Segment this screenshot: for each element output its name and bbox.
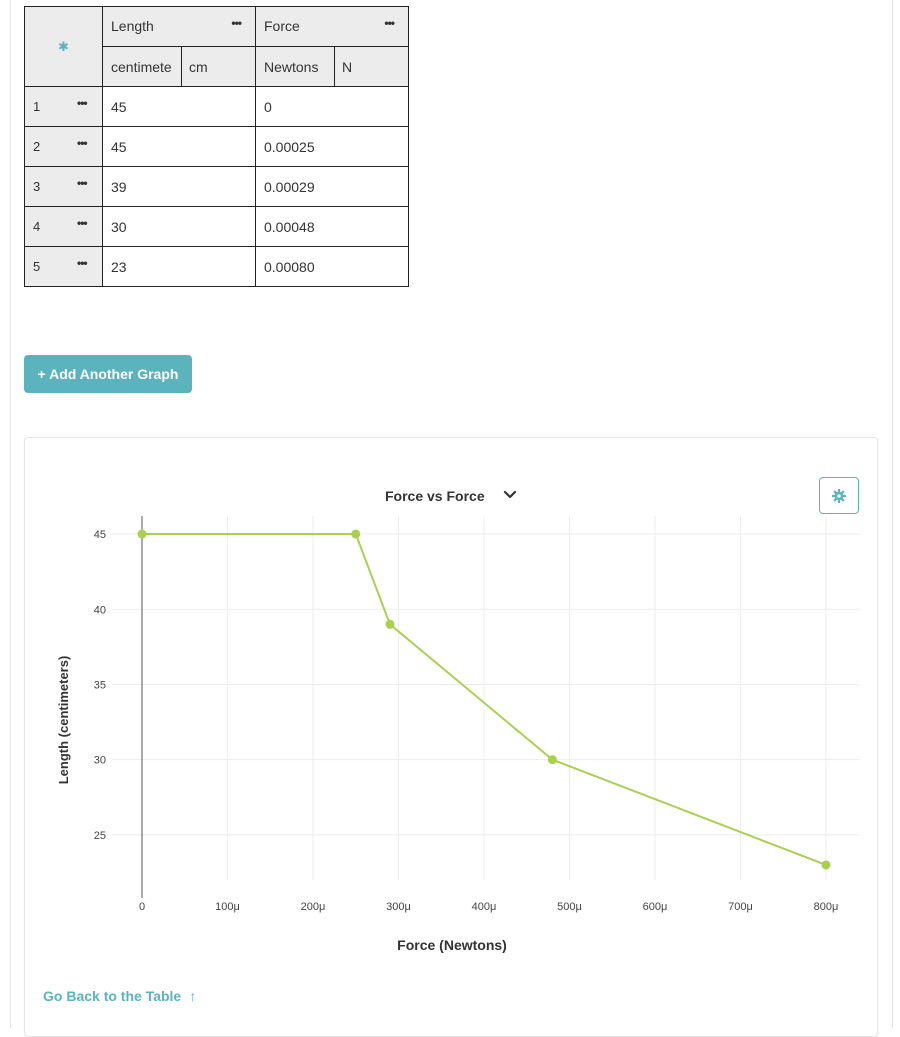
column-header-length[interactable]: Length ••• [102,6,256,47]
column-name: Length [111,18,154,34]
row-header[interactable]: 5 ••• [24,246,103,287]
unit-abbr[interactable]: N [342,58,353,75]
unit-name[interactable]: Newtons [256,47,335,86]
y-tick-label: 30 [94,755,106,767]
chevron-down-icon[interactable] [502,487,518,503]
y-axis-label: Length (centimeters) [56,656,71,785]
table-row: 5 ••• 23 0.00080 [24,246,409,287]
row-header[interactable]: 3 ••• [24,166,103,207]
row-number: 2 [33,139,41,154]
cell-force[interactable]: 0.00080 [255,246,409,287]
row-header[interactable]: 4 ••• [24,206,103,247]
column-menu-icon[interactable]: ••• [384,16,395,30]
cell-length[interactable]: 23 [102,246,256,287]
gear-icon[interactable]: ✱ [58,39,69,54]
row-menu-icon[interactable]: ••• [77,96,88,110]
x-tick-label: 100μ [215,901,240,913]
data-point [351,529,361,539]
data-table: ✱ Length ••• Force ••• centimete cm Newt… [24,6,409,287]
table-row: 4 ••• 30 0.00048 [24,206,409,247]
cell-force[interactable]: 0 [255,86,409,127]
x-tick-label: 500μ [557,901,582,913]
row-menu-icon[interactable]: ••• [77,176,88,190]
x-axis-label: Force (Newtons) [397,937,507,953]
y-tick-label: 25 [94,830,106,842]
data-point [385,619,395,629]
row-number: 1 [33,99,41,114]
cell-force[interactable]: 0.00029 [255,166,409,207]
row-menu-icon[interactable]: ••• [77,136,88,150]
cell-force[interactable]: 0.00025 [255,126,409,167]
unit-abbr[interactable]: cm [189,58,208,75]
cell-length[interactable]: 45 [102,126,256,167]
x-tick-label: 200μ [301,901,326,913]
row-number: 5 [33,259,41,274]
y-tick-label: 35 [94,679,106,691]
x-tick-label: 600μ [643,901,668,913]
graph-title[interactable]: Force vs Force [385,488,485,504]
page-frame [10,0,893,1028]
x-tick-label: 300μ [386,901,411,913]
x-tick-label: 0 [139,901,145,913]
column-menu-icon[interactable]: ••• [231,16,242,30]
go-back-to-table-link[interactable]: Go Back to the Table ↑ [43,988,196,1004]
back-link-label: Go Back to the Table [43,988,182,1004]
row-menu-icon[interactable]: ••• [77,216,88,230]
column-header-force[interactable]: Force ••• [255,6,409,47]
add-another-graph-button[interactable]: + Add Another Graph [24,355,192,393]
row-menu-icon[interactable]: ••• [77,256,88,270]
x-tick-label: 800μ [814,901,839,913]
y-tick-label: 45 [94,529,106,541]
unit-name[interactable]: centimete [103,47,182,86]
row-header[interactable]: 1 ••• [24,86,103,127]
y-tick-label: 40 [94,604,106,616]
cell-length[interactable]: 45 [102,86,256,127]
x-tick-label: 400μ [472,901,497,913]
x-tick-label: 700μ [728,901,753,913]
unit-cell-force[interactable]: Newtons N [255,46,409,87]
data-point [137,529,147,539]
data-point [547,755,557,765]
table-settings-cell[interactable]: ✱ [24,6,103,87]
graph-settings-button[interactable] [819,477,859,514]
row-number: 3 [33,179,41,194]
row-number: 4 [33,219,41,234]
arrow-up-icon: ↑ [189,988,197,1004]
table-row: 2 ••• 45 0.00025 [24,126,409,167]
table-row: 1 ••• 45 0 [24,86,409,127]
cell-length[interactable]: 30 [102,206,256,247]
data-point [821,860,831,870]
unit-cell-length[interactable]: centimete cm [102,46,256,87]
column-name: Force [264,18,300,34]
gear-icon [832,488,846,503]
table-row: 3 ••• 39 0.00029 [24,166,409,207]
